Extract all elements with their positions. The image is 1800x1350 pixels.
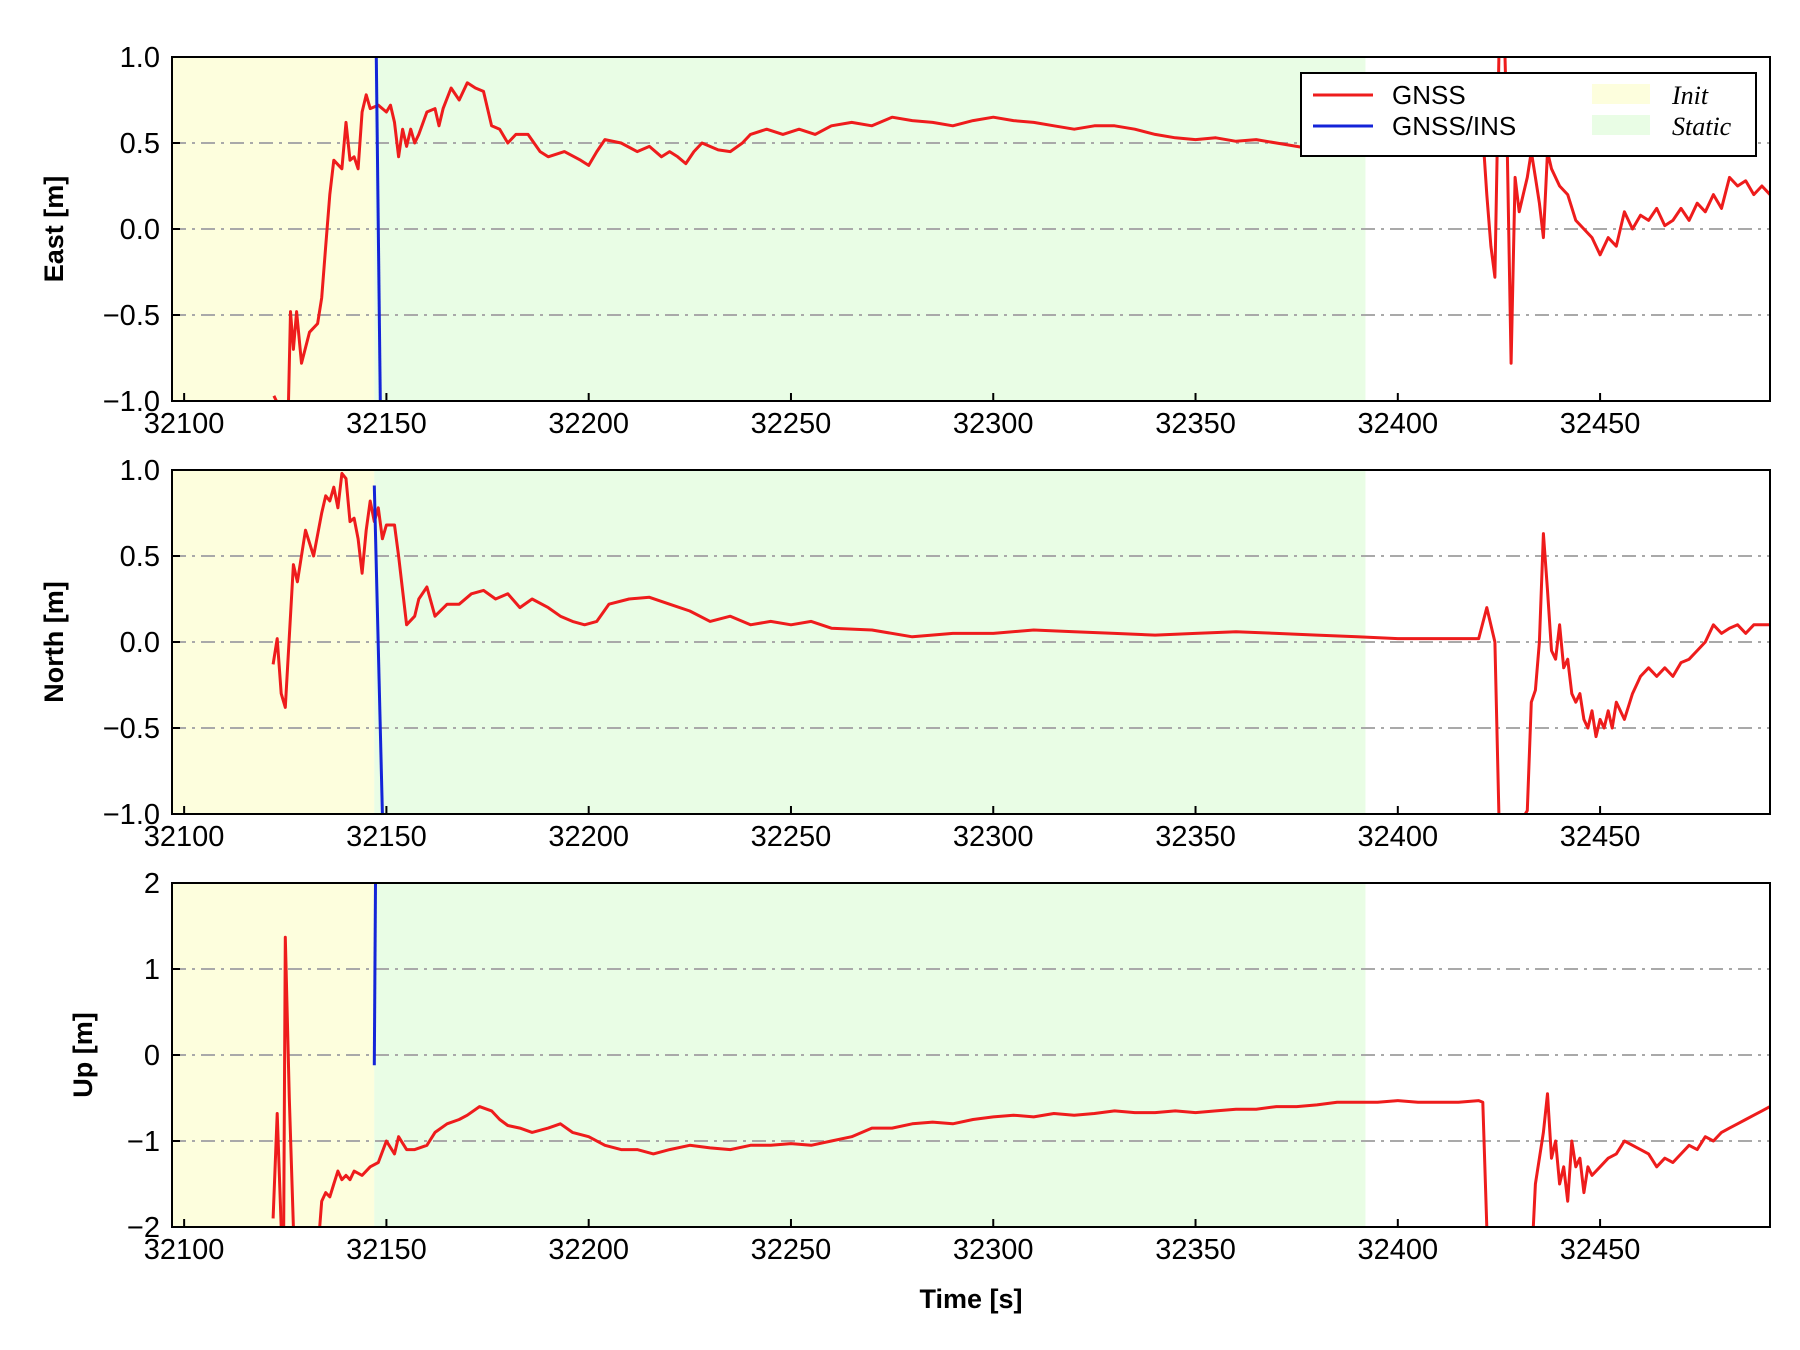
up-gnss-ins-line <box>372 883 377 1066</box>
up-gnss-line <box>282 935 295 1227</box>
time-x-axis-label: Time [s] <box>919 1284 1022 1314</box>
east-y-tick-label: −0.5 <box>103 300 160 332</box>
legend-init-swatch <box>1592 84 1650 104</box>
east-gnss-line <box>1481 57 1501 279</box>
up-y-axis-label: Up [m] <box>68 1012 98 1097</box>
up-y-tick-label: 2 <box>144 868 160 900</box>
east-x-tick-label: 32300 <box>953 408 1034 440</box>
up-x-tick-label: 32150 <box>346 1234 427 1266</box>
up-axes: 32100 32150 32200 32250 32300 32350 32400 32450… <box>127 868 1771 1266</box>
north-x-tick-label: 32250 <box>751 821 832 853</box>
east-y-tick-label: 1.0 <box>120 42 160 74</box>
up-y-tick-label: −2 <box>127 1212 160 1244</box>
legend-init-label: Init <box>1671 81 1709 110</box>
east-x-tick-label: 32150 <box>346 408 427 440</box>
up-gridlines <box>172 968 1770 1142</box>
east-series-lines <box>272 57 1770 401</box>
east-y-axis-label: East [m] <box>39 176 69 283</box>
north-x-tick-label: 32150 <box>346 821 427 853</box>
up-x-tick-label: 32350 <box>1155 1234 1236 1266</box>
up-x-tick-label: 32200 <box>548 1234 629 1266</box>
north-gnss-ins-line <box>372 485 384 814</box>
legend-gnss-ins-label: GNSS/INS <box>1392 111 1516 141</box>
legend-static-swatch <box>1592 115 1650 135</box>
north-y-tick-label: −1.0 <box>103 799 160 831</box>
east-y-tick-label: 0.0 <box>120 214 160 246</box>
north-x-tick-label: 32400 <box>1357 821 1438 853</box>
up-x-tick-label: 32100 <box>144 1234 225 1266</box>
east-panel: 32100 32150 32200 32250 32300 32350 32400 32450… <box>39 42 1771 440</box>
up-x-tick-label: 32250 <box>751 1234 832 1266</box>
east-axes: 32100 32150 32200 32250 32300 32350 32400 32450… <box>103 42 1771 440</box>
up-x-tick-label: 32400 <box>1357 1234 1438 1266</box>
legend-gnss-label: GNSS <box>1392 80 1466 110</box>
north-y-tick-label: 0.5 <box>120 541 160 573</box>
north-panel: 32100 32150 32200 32250 32300 32350 32400 32450… <box>39 455 1771 853</box>
up-y-tick-label: 0 <box>144 1040 160 1072</box>
east-gnss-ins-line <box>374 57 382 401</box>
north-gnss-line <box>271 471 1501 814</box>
east-x-tick-label: 32250 <box>751 408 832 440</box>
east-gnss-line <box>1503 57 1770 365</box>
north-y-axis-label: North [m] <box>39 581 69 702</box>
north-gridlines <box>172 555 1770 729</box>
east-x-tick-label: 32450 <box>1560 408 1641 440</box>
legend-static-label: Static <box>1672 112 1732 141</box>
up-x-tick-label: 32450 <box>1560 1234 1641 1266</box>
up-gnss-line <box>318 1099 1489 1227</box>
up-x-tick-label: 32300 <box>953 1234 1034 1266</box>
north-x-tick-label: 32350 <box>1155 821 1236 853</box>
up-gnss-line <box>271 1112 283 1227</box>
up-panel: 32100 32150 32200 32250 32300 32350 32400 32450… <box>68 868 1771 1314</box>
legend: GNSS GNSS/INS Init Static <box>1300 72 1757 157</box>
north-y-tick-label: 0.0 <box>120 627 160 659</box>
north-x-tick-label: 32100 <box>144 821 225 853</box>
north-gnss-line <box>1523 532 1770 814</box>
north-y-tick-label: 1.0 <box>120 455 160 487</box>
east-x-tick-label: 32200 <box>548 408 629 440</box>
up-series-lines <box>271 883 1770 1227</box>
east-y-tick-label: 0.5 <box>120 128 160 160</box>
east-x-tick-label: 32100 <box>144 408 225 440</box>
north-axes: 32100 32150 32200 32250 32300 32350 32400 32450… <box>103 455 1771 853</box>
east-x-tick-label: 32350 <box>1155 408 1236 440</box>
east-x-tick-label: 32400 <box>1357 408 1438 440</box>
north-x-tick-label: 32300 <box>953 821 1034 853</box>
legend-frame <box>1300 72 1757 157</box>
north-x-tick-label: 32200 <box>548 821 629 853</box>
east-gnss-line <box>287 81 1318 401</box>
north-y-tick-label: −0.5 <box>103 713 160 745</box>
up-y-tick-label: −1 <box>127 1126 160 1158</box>
up-gnss-line <box>1531 1092 1770 1227</box>
east-y-tick-label: −1.0 <box>103 386 160 418</box>
up-y-tick-label: 1 <box>144 954 160 986</box>
east-gridlines <box>172 142 1770 316</box>
north-series-lines <box>271 471 1770 814</box>
north-x-tick-label: 32450 <box>1560 821 1641 853</box>
